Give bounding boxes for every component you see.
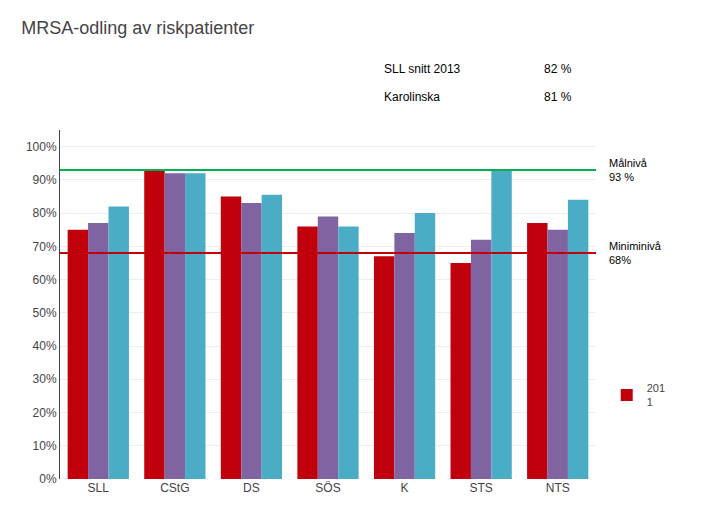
svg-text:90%: 90% — [33, 173, 57, 187]
svg-text:NTS: NTS — [546, 481, 570, 495]
svg-text:30%: 30% — [33, 372, 57, 386]
svg-text:10%: 10% — [33, 439, 57, 453]
svg-text:SÖS: SÖS — [315, 481, 340, 495]
svg-text:81 %: 81 % — [544, 90, 572, 104]
svg-text:Miniminivå68%: Miniminivå68% — [609, 240, 662, 266]
svg-text:SLL snitt 2013: SLL snitt 2013 — [384, 62, 461, 76]
svg-text:DS: DS — [243, 481, 260, 495]
svg-text:80%: 80% — [33, 206, 57, 220]
svg-text:20%: 20% — [33, 406, 57, 420]
svg-text:CStG: CStG — [160, 481, 189, 495]
svg-text:40%: 40% — [33, 339, 57, 353]
svg-text:50%: 50% — [33, 306, 57, 320]
svg-text:0%: 0% — [39, 472, 57, 486]
svg-text:K: K — [401, 481, 409, 495]
svg-text:82 %: 82 % — [544, 62, 572, 76]
svg-text:MRSA-odling av riskpatienter: MRSA-odling av riskpatienter — [21, 18, 254, 38]
svg-text:60%: 60% — [33, 273, 57, 287]
svg-text:Karolinska: Karolinska — [384, 90, 440, 104]
svg-text:SLL: SLL — [88, 481, 110, 495]
svg-text:STS: STS — [469, 481, 492, 495]
svg-text:70%: 70% — [33, 240, 57, 254]
svg-text:Målnivå93 %: Målnivå93 % — [609, 157, 648, 183]
svg-text:2011: 2011 — [647, 382, 665, 408]
svg-text:100%: 100% — [26, 140, 57, 154]
